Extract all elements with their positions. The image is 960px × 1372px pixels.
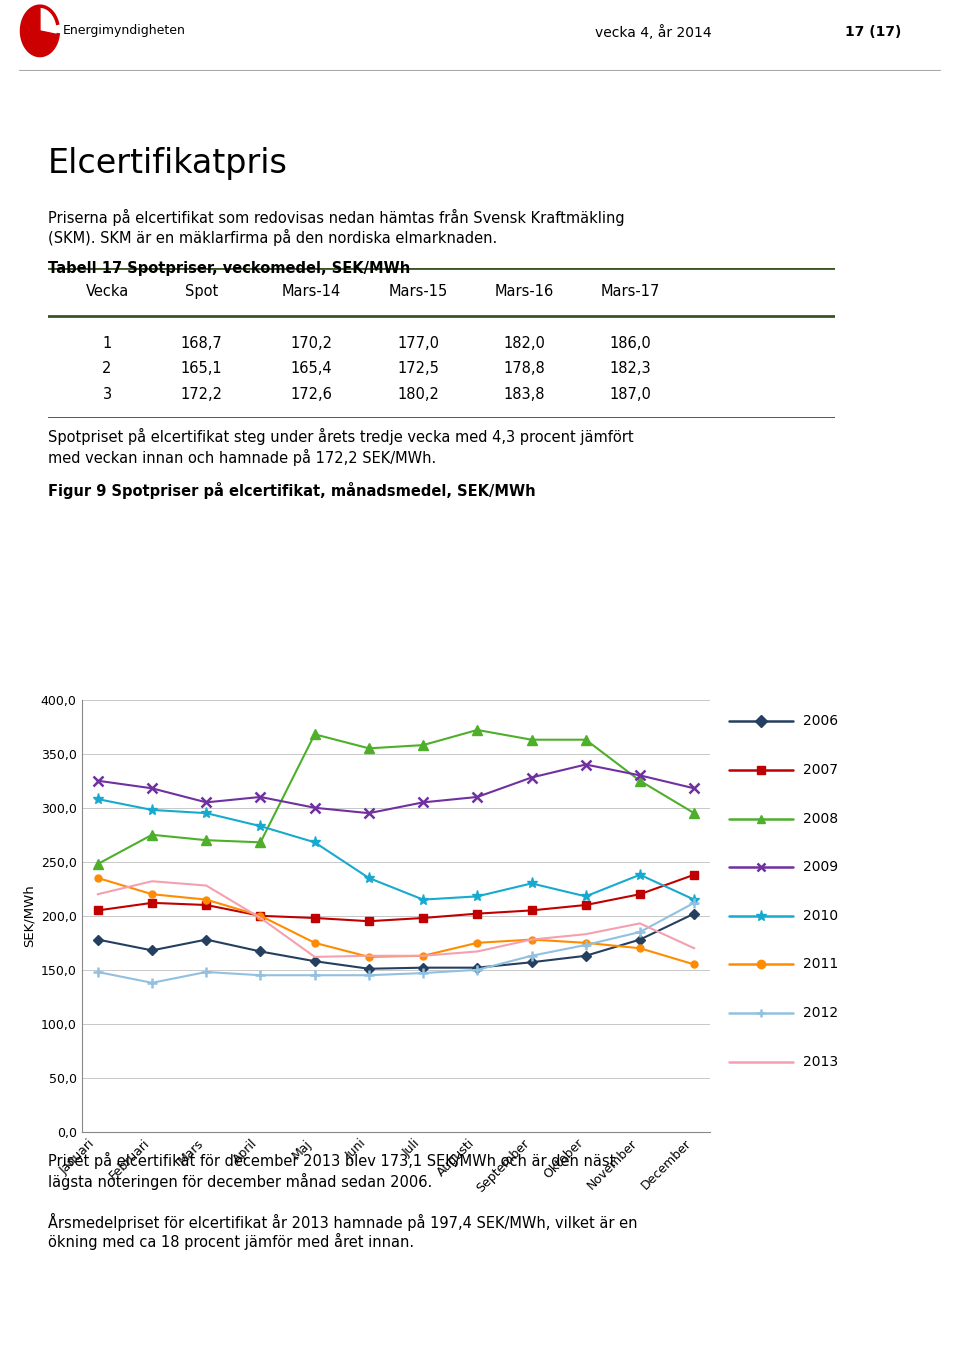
- Text: 178,8: 178,8: [503, 361, 545, 376]
- Text: 182,0: 182,0: [503, 336, 545, 350]
- Text: 172,2: 172,2: [180, 387, 223, 402]
- Text: 17 (17): 17 (17): [845, 25, 901, 38]
- Text: Priset på elcertifikat för december 2013 blev 173,1 SEK/MWh och är den näst: Priset på elcertifikat för december 2013…: [48, 1152, 615, 1169]
- Text: 2009: 2009: [803, 860, 838, 874]
- Text: lägsta noteringen för december månad sedan 2006.: lägsta noteringen för december månad sed…: [48, 1173, 432, 1190]
- Text: 165,4: 165,4: [291, 361, 332, 376]
- Text: 2: 2: [103, 361, 111, 376]
- Text: vecka 4, år 2014: vecka 4, år 2014: [595, 25, 711, 40]
- Text: Spotpriset på elcertifikat steg under årets tredje vecka med 4,3 procent jämfört: Spotpriset på elcertifikat steg under år…: [48, 428, 634, 445]
- Text: Figur 9 Spotpriser på elcertifikat, månadsmedel, SEK/MWh: Figur 9 Spotpriser på elcertifikat, måna…: [48, 482, 536, 498]
- Text: 187,0: 187,0: [610, 387, 652, 402]
- Text: 168,7: 168,7: [180, 336, 223, 350]
- Text: Vecka: Vecka: [85, 284, 129, 299]
- Text: 2013: 2013: [803, 1055, 838, 1069]
- Text: 172,6: 172,6: [291, 387, 333, 402]
- Text: 186,0: 186,0: [610, 336, 652, 350]
- Text: 183,8: 183,8: [503, 387, 545, 402]
- Text: Spot: Spot: [185, 284, 218, 299]
- Text: 1: 1: [103, 336, 111, 350]
- Text: 2012: 2012: [803, 1006, 838, 1019]
- Text: (SKM). SKM är en mäklarfirma på den nordiska elmarknaden.: (SKM). SKM är en mäklarfirma på den nord…: [48, 229, 497, 246]
- Text: 180,2: 180,2: [397, 387, 439, 402]
- Text: 177,0: 177,0: [397, 336, 439, 350]
- Text: Priserna på elcertifikat som redovisas nedan hämtas från Svensk Kraftmäkling: Priserna på elcertifikat som redovisas n…: [48, 209, 625, 225]
- Text: 3: 3: [103, 387, 111, 402]
- Text: 172,5: 172,5: [397, 361, 439, 376]
- Text: 2011: 2011: [803, 958, 838, 971]
- Y-axis label: SEK/MWh: SEK/MWh: [22, 885, 36, 947]
- Text: Tabell 17 Spotpriser, veckomedel, SEK/MWh: Tabell 17 Spotpriser, veckomedel, SEK/MW…: [48, 261, 410, 276]
- Text: 2008: 2008: [803, 812, 838, 826]
- Text: Årsmedelpriset för elcertifikat år 2013 hamnade på 197,4 SEK/MWh, vilket är en: Årsmedelpriset för elcertifikat år 2013 …: [48, 1213, 637, 1231]
- Text: 182,3: 182,3: [610, 361, 651, 376]
- Text: Energimyndigheten: Energimyndigheten: [63, 25, 186, 37]
- Text: Mars-16: Mars-16: [494, 284, 554, 299]
- Text: ökning med ca 18 procent jämför med året innan.: ökning med ca 18 procent jämför med året…: [48, 1233, 414, 1250]
- Text: 165,1: 165,1: [180, 361, 223, 376]
- Text: 170,2: 170,2: [291, 336, 333, 350]
- Text: Mars-14: Mars-14: [282, 284, 342, 299]
- Text: Elcertifikatpris: Elcertifikatpris: [48, 147, 288, 180]
- Text: 2007: 2007: [803, 763, 838, 777]
- Text: 2006: 2006: [803, 715, 838, 729]
- Text: med veckan innan och hamnade på 172,2 SEK/MWh.: med veckan innan och hamnade på 172,2 SE…: [48, 449, 436, 465]
- Text: Mars-15: Mars-15: [389, 284, 447, 299]
- Text: Mars-17: Mars-17: [601, 284, 660, 299]
- Text: 2010: 2010: [803, 908, 838, 923]
- Polygon shape: [21, 5, 59, 55]
